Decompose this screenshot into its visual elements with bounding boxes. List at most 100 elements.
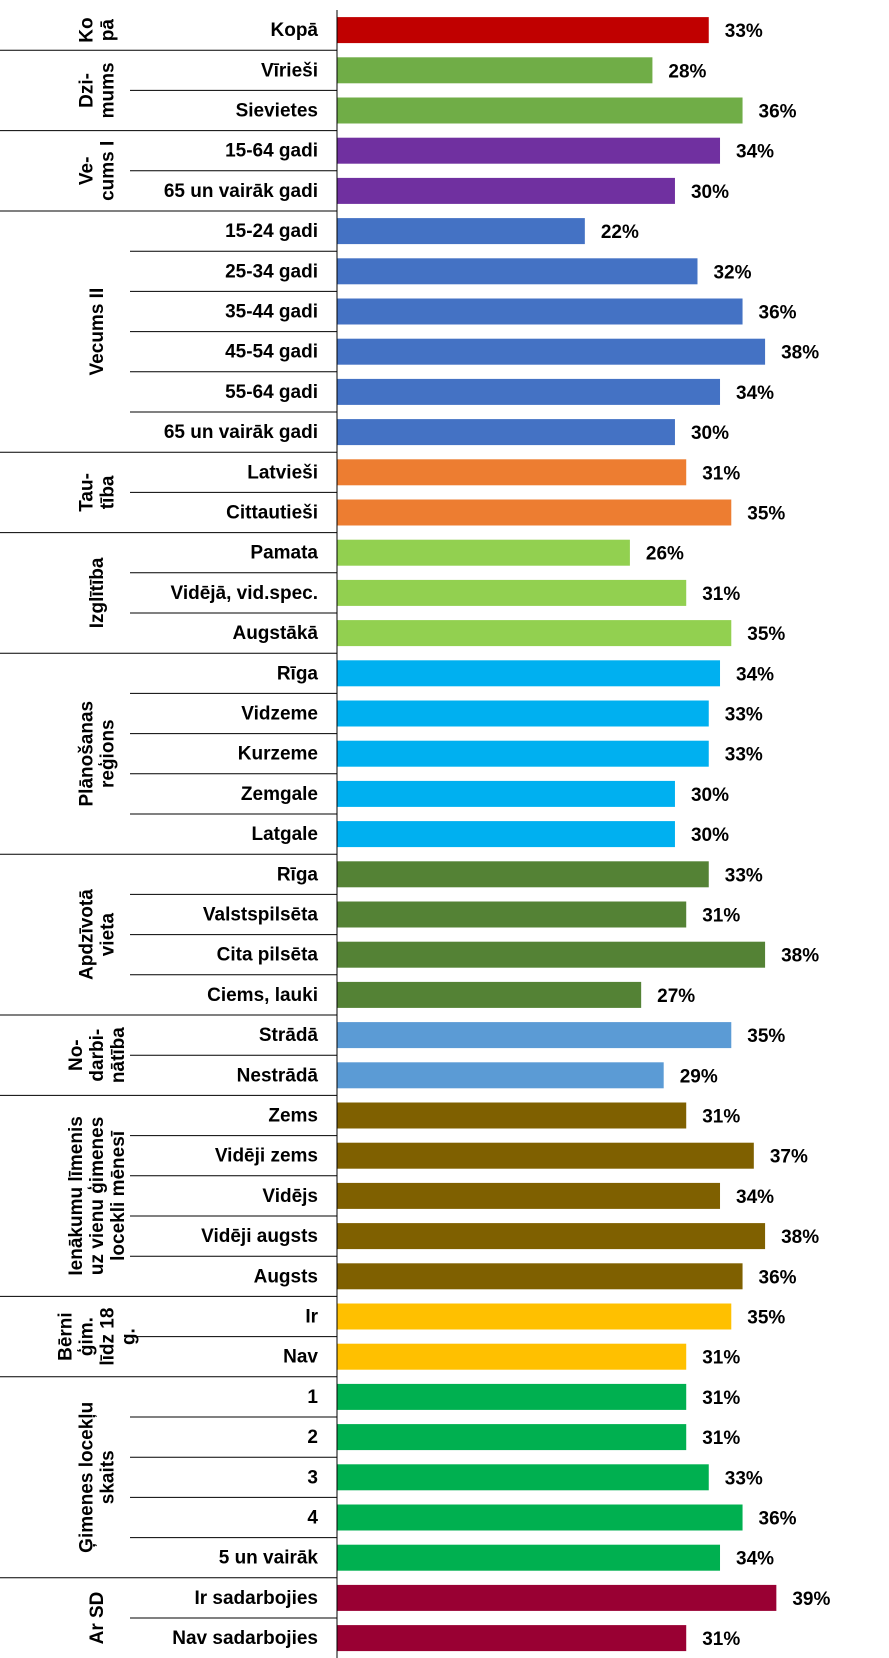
category-label: Nestrādā bbox=[237, 1065, 319, 1086]
bar bbox=[337, 1263, 743, 1290]
category-label: Strādā bbox=[259, 1025, 319, 1046]
value-label: 36% bbox=[759, 1267, 797, 1288]
bar bbox=[337, 901, 687, 928]
category-label: Kurzeme bbox=[238, 744, 318, 765]
bar bbox=[337, 338, 766, 365]
value-label: 30% bbox=[691, 423, 729, 444]
bar bbox=[337, 1383, 687, 1410]
value-label: 35% bbox=[747, 504, 785, 525]
value-label: 34% bbox=[736, 1549, 774, 1570]
value-label: 32% bbox=[713, 262, 751, 283]
value-label: 34% bbox=[736, 664, 774, 685]
value-label: 38% bbox=[781, 343, 819, 364]
value-label: 34% bbox=[736, 383, 774, 404]
group-label: vieta bbox=[98, 913, 119, 957]
bar bbox=[337, 1102, 687, 1129]
category-label: 3 bbox=[307, 1467, 318, 1488]
bar bbox=[337, 1424, 687, 1451]
category-label: Vidējā, vid.spec. bbox=[170, 583, 318, 604]
category-label: 15-24 gadi bbox=[225, 221, 318, 242]
bar bbox=[337, 298, 743, 325]
value-label: 31% bbox=[702, 1348, 740, 1369]
group-label: g. bbox=[119, 1328, 140, 1345]
bar bbox=[337, 137, 721, 164]
category-label: Augstākā bbox=[232, 623, 318, 644]
category-label: Rīga bbox=[277, 663, 319, 684]
value-label: 31% bbox=[702, 1629, 740, 1650]
value-label: 31% bbox=[702, 906, 740, 927]
category-label: Nav sadarbojies bbox=[172, 1628, 318, 1649]
group-label: ģim. bbox=[77, 1317, 98, 1356]
bar bbox=[337, 258, 698, 285]
value-label: 39% bbox=[792, 1589, 830, 1610]
group-label: Dzi- bbox=[77, 73, 98, 108]
category-label: Kopā bbox=[271, 20, 319, 41]
value-label: 28% bbox=[668, 61, 706, 82]
bar bbox=[337, 620, 732, 647]
bar bbox=[337, 780, 675, 807]
value-label: 34% bbox=[736, 142, 774, 163]
bar bbox=[337, 1303, 732, 1330]
category-label: Latvieši bbox=[247, 462, 318, 483]
value-label: 36% bbox=[759, 1509, 797, 1530]
value-label: 26% bbox=[646, 544, 684, 565]
group-label: skaits bbox=[98, 1450, 119, 1504]
category-label: Augsts bbox=[254, 1266, 318, 1287]
value-label: 30% bbox=[691, 825, 729, 846]
value-label: 33% bbox=[725, 705, 763, 726]
category-label: Vidēji augsts bbox=[201, 1226, 318, 1247]
category-label: Ir bbox=[305, 1307, 318, 1328]
bar bbox=[337, 1625, 687, 1652]
value-label: 30% bbox=[691, 182, 729, 203]
value-label: 33% bbox=[725, 1468, 763, 1489]
bar bbox=[337, 1343, 687, 1370]
bar bbox=[337, 941, 766, 968]
group-label: mums bbox=[98, 62, 119, 118]
group-label: līdz 18 bbox=[98, 1308, 119, 1366]
bar bbox=[337, 17, 709, 44]
value-label: 31% bbox=[702, 1388, 740, 1409]
bar bbox=[337, 218, 585, 245]
category-label: 15-64 gadi bbox=[225, 141, 318, 162]
category-label: Sievietes bbox=[236, 101, 318, 122]
category-label: 45-54 gadi bbox=[225, 342, 318, 363]
value-label: 35% bbox=[747, 1026, 785, 1047]
value-label: 31% bbox=[702, 584, 740, 605]
category-label: Vīrieši bbox=[261, 60, 318, 81]
group-label: Ar SD bbox=[87, 1592, 108, 1645]
category-label: 2 bbox=[307, 1427, 318, 1448]
category-label: Ir sadarbojies bbox=[194, 1588, 318, 1609]
category-label: Zemgale bbox=[241, 784, 318, 805]
category-label: Pamata bbox=[250, 543, 318, 564]
category-label: 5 un vairāk bbox=[219, 1548, 319, 1569]
bar bbox=[337, 378, 721, 405]
bar bbox=[337, 660, 721, 687]
category-label: 25-34 gadi bbox=[225, 261, 318, 282]
value-label: 36% bbox=[759, 303, 797, 324]
value-label: 30% bbox=[691, 785, 729, 806]
category-label: Ciems, lauki bbox=[207, 985, 318, 1006]
category-label: Vidzeme bbox=[241, 704, 318, 725]
value-label: 34% bbox=[736, 1187, 774, 1208]
bar bbox=[337, 861, 709, 888]
group-label: Bērni bbox=[56, 1312, 77, 1361]
category-label: Cita pilsēta bbox=[217, 945, 319, 966]
group-label: Ko bbox=[77, 17, 98, 42]
bar bbox=[337, 1223, 766, 1250]
group-label: Izglītība bbox=[87, 557, 108, 628]
value-label: 37% bbox=[770, 1147, 808, 1168]
bar bbox=[337, 539, 630, 566]
value-label: 38% bbox=[781, 946, 819, 967]
bar bbox=[337, 97, 743, 124]
group-label: Ģimenes locekļu bbox=[77, 1402, 98, 1553]
value-label: 29% bbox=[680, 1066, 718, 1087]
group-label: nātība bbox=[108, 1027, 129, 1083]
value-label: 22% bbox=[601, 222, 639, 243]
value-label: 31% bbox=[702, 463, 740, 484]
group-label: reģions bbox=[98, 719, 119, 788]
value-label: 31% bbox=[702, 1428, 740, 1449]
value-label: 36% bbox=[759, 102, 797, 123]
category-label: 35-44 gadi bbox=[225, 302, 318, 323]
category-label: Zems bbox=[268, 1106, 318, 1127]
